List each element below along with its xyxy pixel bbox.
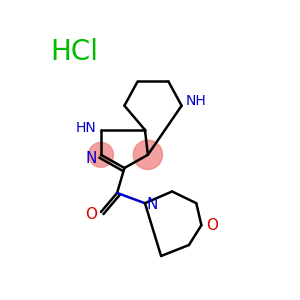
Text: O: O xyxy=(206,218,218,233)
Text: O: O xyxy=(85,207,98,222)
Text: N: N xyxy=(86,151,97,166)
Text: HN: HN xyxy=(76,121,97,135)
Text: NH: NH xyxy=(186,94,207,107)
Circle shape xyxy=(88,142,113,167)
Text: HCl: HCl xyxy=(51,38,99,66)
Text: N: N xyxy=(147,197,158,212)
Circle shape xyxy=(133,140,163,169)
